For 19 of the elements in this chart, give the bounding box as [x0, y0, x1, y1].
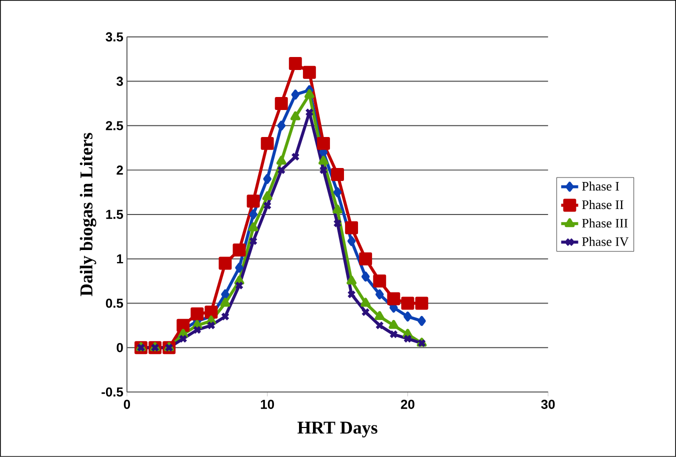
y-tick-label: 2: [116, 166, 123, 175]
legend-label: Phase I: [582, 182, 619, 191]
y-axis-title: Daily biogas in Liters: [80, 132, 96, 296]
y-tick-label: 3: [116, 76, 123, 86]
y-tick-label: 1.5: [106, 210, 124, 219]
x-tick-label: 0: [124, 400, 130, 409]
x-tick-label: 30: [541, 400, 555, 409]
legend-label: Phase IV: [582, 236, 629, 246]
y-tick-label: 0: [116, 343, 123, 352]
legend-label: Phase II: [582, 200, 624, 210]
x-tick-label: 10: [260, 400, 274, 409]
y-tick-label: 3.5: [106, 32, 124, 42]
y-tick-label: 1: [117, 254, 124, 264]
x-tick-label: 20: [400, 400, 414, 409]
y-tick-label: 2.5: [106, 121, 124, 130]
legend-label: Phase III: [582, 218, 628, 228]
x-axis-title: HRT Days: [298, 422, 378, 438]
y-tick-label: -0.5: [102, 387, 124, 397]
y-tick-label: 0.5: [106, 298, 124, 308]
